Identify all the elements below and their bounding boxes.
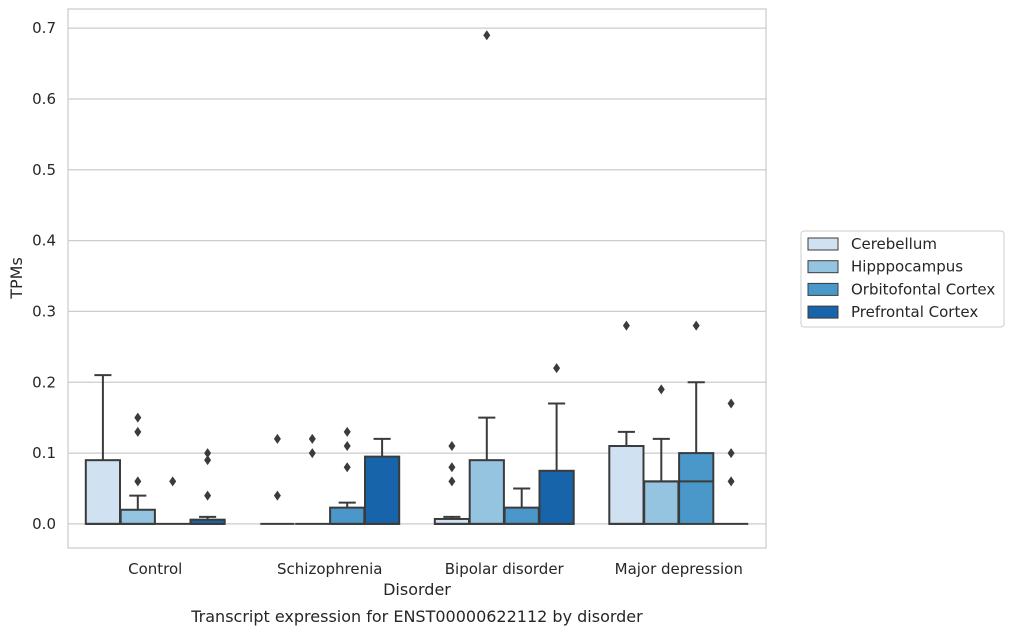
y-tick-label: 0.5	[32, 161, 56, 179]
box	[468, 459, 505, 525]
outlier-point	[727, 448, 735, 459]
x-tick-label: Control	[128, 560, 182, 578]
legend-swatch	[807, 237, 839, 251]
box-group	[713, 398, 749, 525]
legend-label: Hipppocampus	[851, 258, 963, 276]
y-tick-label: 0.3	[32, 302, 56, 320]
outlier-point	[204, 490, 212, 501]
box-group	[643, 384, 680, 525]
box-marks	[84, 30, 749, 525]
y-tick-label: 0.6	[32, 90, 56, 108]
y-tick-label: 0.7	[32, 19, 56, 37]
outlier-point	[134, 476, 142, 487]
legend-label: Orbitofontal Cortex	[851, 280, 995, 298]
box	[643, 480, 680, 525]
outlier-point	[692, 320, 700, 331]
box-group	[84, 374, 122, 525]
box	[678, 452, 715, 525]
y-tick-label: 0.4	[32, 232, 56, 250]
x-tick-label: Major depression	[615, 560, 743, 578]
outlier-point	[273, 433, 281, 444]
outlier-point	[448, 441, 456, 452]
outlier-point	[448, 462, 456, 473]
box-group	[119, 412, 156, 525]
y-tick-label: 0.0	[32, 515, 56, 533]
box-group	[433, 441, 471, 525]
box-group	[468, 30, 505, 525]
box	[84, 459, 122, 525]
legend-swatch	[807, 260, 839, 274]
outlier-point	[134, 426, 142, 437]
box-group	[363, 437, 401, 525]
box	[363, 455, 401, 525]
y-tick-label: 0.1	[32, 444, 56, 462]
outlier-point	[343, 462, 351, 473]
outlier-point	[134, 412, 142, 423]
outlier-point	[553, 363, 561, 374]
legend: Cerebellum Hipppocampus Orbitofontal Corte…	[800, 230, 1005, 328]
y-axis-ticks: 0.0 0.1 0.2 0.3 0.4 0.5 0.6 0.7	[32, 19, 56, 533]
outlier-point	[448, 476, 456, 487]
outlier-point	[727, 398, 735, 409]
box-group	[295, 433, 330, 525]
legend-swatch	[807, 282, 839, 296]
box	[608, 445, 645, 525]
box-group	[329, 426, 366, 525]
box-group	[260, 433, 295, 525]
box	[503, 506, 540, 525]
outlier-point	[308, 448, 316, 459]
box-group	[678, 320, 715, 525]
outlier-point	[343, 426, 351, 437]
legend-label: Prefrontal Cortex	[851, 303, 978, 321]
outlier-point	[622, 320, 630, 331]
x-axis-label: Disorder	[383, 580, 451, 599]
outlier-point	[657, 384, 665, 395]
outlier-point	[204, 448, 212, 459]
box-group	[189, 448, 226, 525]
box	[329, 506, 366, 525]
chart-caption: Transcript expression for ENST0000062211…	[190, 607, 643, 626]
legend-swatch	[807, 305, 839, 319]
outlier-point	[169, 476, 177, 487]
x-tick-label: Bipolar disorder	[445, 560, 565, 578]
y-tick-label: 0.2	[32, 373, 56, 391]
box-group	[538, 363, 575, 525]
legend-label: Cerebellum	[851, 235, 937, 253]
legend-frame	[800, 230, 1005, 328]
x-tick-label: Schizophrenia	[277, 560, 382, 578]
outlier-point	[204, 455, 212, 466]
box	[538, 469, 575, 525]
outlier-point	[483, 30, 491, 41]
y-axis-label: TPMs	[7, 257, 26, 300]
x-axis-ticks: Control Schizophrenia Bipolar disorder Majo…	[128, 560, 743, 578]
outlier-point	[273, 490, 281, 501]
outlier-point	[308, 433, 316, 444]
outlier-point	[343, 441, 351, 452]
plot-frame	[67, 8, 767, 549]
box	[119, 508, 156, 525]
outlier-point	[727, 476, 735, 487]
box-group	[155, 476, 190, 525]
